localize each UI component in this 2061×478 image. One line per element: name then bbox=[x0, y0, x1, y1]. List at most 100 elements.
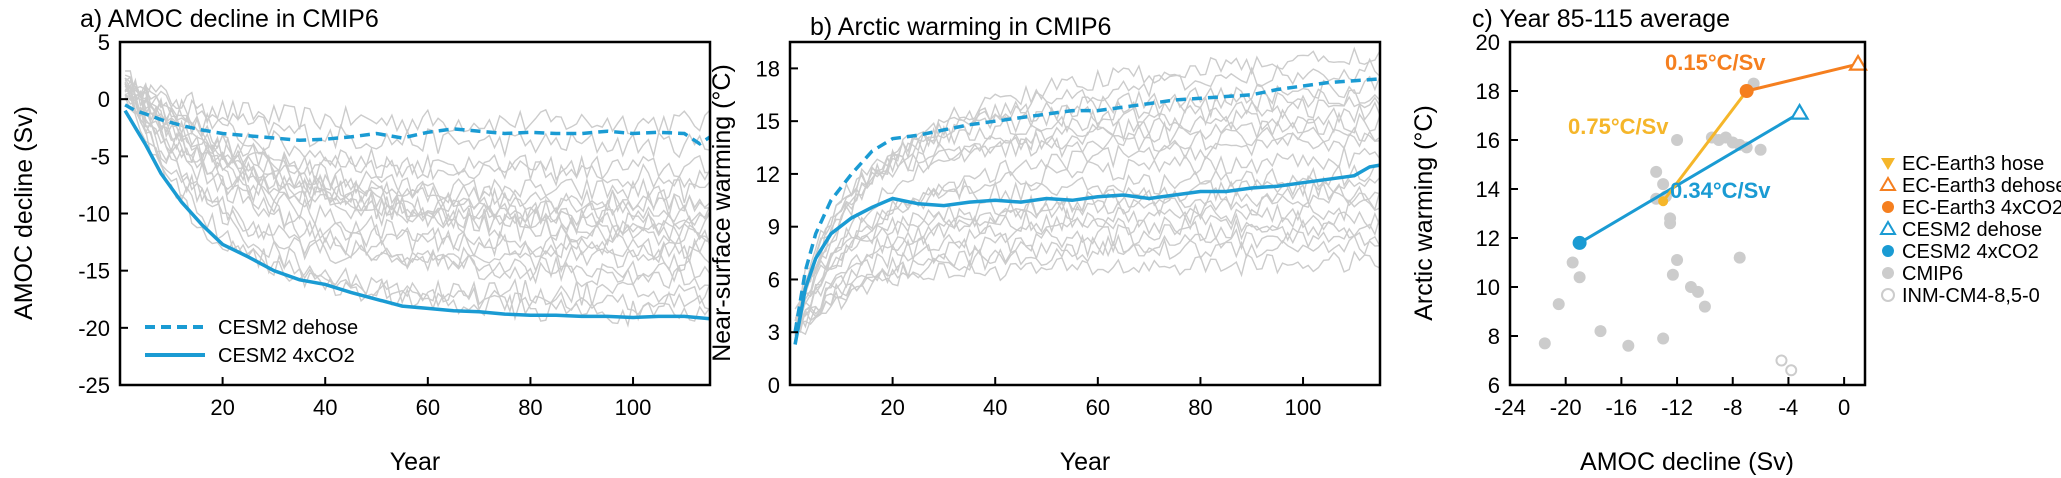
cmip6-point bbox=[1657, 332, 1670, 345]
cmip6-point bbox=[1538, 337, 1551, 350]
inm-cm4-point bbox=[1775, 354, 1788, 367]
y-tick-label: 12 bbox=[756, 162, 780, 187]
y-tick-label: -15 bbox=[78, 259, 110, 284]
x-tick-label: 80 bbox=[518, 395, 542, 420]
y-tick-label: 5 bbox=[98, 30, 110, 55]
series-cesm2-4xco2 bbox=[793, 163, 1381, 345]
cmip6-point bbox=[1650, 165, 1663, 178]
cmip6-model-line bbox=[794, 234, 1381, 341]
cmip6-model-line bbox=[794, 95, 1381, 321]
legend-cesm2-4xco2-marker bbox=[1882, 245, 1894, 257]
legend-cmip6-marker bbox=[1882, 267, 1894, 279]
cmip6-point bbox=[1733, 251, 1746, 264]
panel-a-ylabel: AMOC decline (Sv) bbox=[10, 106, 38, 320]
panel-a-xlabel: Year bbox=[390, 448, 441, 476]
legend-cesm2-dehose-label: CESM2 dehose bbox=[1902, 219, 2042, 241]
x-tick-label: -16 bbox=[1605, 395, 1637, 420]
panel-b-axes: 20 40 60 80 100 0 3 6 9 12 15 18 bbox=[756, 56, 1322, 420]
x-tick-label: -24 bbox=[1494, 395, 1526, 420]
legend-inm-cm4-8-5-0-label: INM-CM4-8,5-0 bbox=[1902, 285, 2040, 307]
y-tick-label: -20 bbox=[78, 316, 110, 341]
panel-c-xlabel: AMOC decline (Sv) bbox=[1580, 448, 1794, 476]
cmip6-model-line bbox=[124, 82, 711, 306]
annotation-ec-hose-slope: 0.75°C/Sv bbox=[1568, 114, 1669, 139]
x-tick-label: -20 bbox=[1550, 395, 1582, 420]
cmip6-point bbox=[1666, 268, 1679, 281]
panel-c-title: c) Year 85-115 average bbox=[1472, 5, 1730, 33]
cmip6-point bbox=[1622, 339, 1635, 352]
y-tick-label: 0 bbox=[98, 87, 110, 112]
cmip6-point bbox=[1573, 271, 1586, 284]
y-tick-label: 9 bbox=[768, 215, 780, 240]
legend-dehose-label: CESM2 dehose bbox=[218, 317, 358, 339]
cmip6-point bbox=[1664, 217, 1677, 230]
cmip6-point bbox=[1698, 300, 1711, 313]
panel-b-frame bbox=[788, 40, 1382, 387]
cmip6-model-line bbox=[125, 70, 711, 136]
ec-earth3-dehose-line bbox=[1746, 62, 1859, 93]
legend-inm-cm4-8-5-0-marker bbox=[1881, 288, 1895, 302]
cmip6-model-line bbox=[794, 216, 1381, 344]
annotation-ec-dehose-slope: 0.15°C/Sv bbox=[1665, 50, 1766, 75]
cmip6-point bbox=[1657, 178, 1670, 191]
cmip6-model-line bbox=[124, 91, 711, 291]
cmip6-model-line bbox=[794, 75, 1381, 319]
panel-a-axes: 20 40 60 80 100 5 0 -5 -10 -15 -20 -25 bbox=[78, 30, 651, 420]
legend-4xco2-label: CESM2 4xCO2 bbox=[218, 345, 355, 367]
panel-b-title: b) Arctic warming in CMIP6 bbox=[810, 13, 1111, 41]
inm-cm4-point bbox=[1785, 364, 1798, 377]
legend-ec-earth3-hose-label: EC-Earth3 hose bbox=[1902, 153, 2044, 175]
cmip6-model-line bbox=[794, 57, 1381, 328]
panel-c-axes: -24 -20 -16 -12 -8 -4 0 6 8 10 12 14 16 18 20 bbox=[1476, 30, 1851, 420]
y-tick-label: 18 bbox=[1476, 79, 1500, 104]
y-tick-label: 12 bbox=[1476, 226, 1500, 251]
cmip6-point bbox=[1671, 134, 1684, 146]
y-tick-label: 0 bbox=[768, 373, 780, 398]
panel-b-highlight-lines bbox=[793, 77, 1381, 345]
cmip6-model-line bbox=[124, 94, 711, 318]
cmip6-point bbox=[1594, 325, 1607, 338]
cmip6-model-line bbox=[124, 77, 711, 247]
y-tick-label: 10 bbox=[1476, 275, 1500, 300]
cmip6-model-line bbox=[124, 94, 711, 204]
cmip6-model-line bbox=[124, 83, 711, 247]
legend-ec-earth3-4xco2-label: EC-Earth3 4xCO2 bbox=[1902, 197, 2061, 219]
cmip6-point bbox=[1566, 256, 1579, 269]
y-tick-label: 15 bbox=[756, 109, 780, 134]
panel-c-ylabel: Arctic warming (°C) bbox=[1410, 105, 1438, 321]
x-tick-label: 20 bbox=[880, 395, 904, 420]
annotation-cesm-slope: 0.34°C/Sv bbox=[1670, 178, 1771, 203]
cmip6-model-line bbox=[794, 126, 1381, 310]
y-tick-label: 14 bbox=[1476, 177, 1500, 202]
cesm2-regression-line bbox=[1578, 111, 1801, 245]
cmip6-model-line bbox=[124, 79, 711, 265]
y-tick-label: 6 bbox=[768, 267, 780, 292]
cesm2-4xco2-point bbox=[1572, 235, 1587, 250]
y-tick-label: -5 bbox=[90, 144, 110, 169]
y-tick-label: -25 bbox=[78, 373, 110, 398]
x-tick-label: 100 bbox=[1285, 395, 1322, 420]
cmip6-point bbox=[1671, 254, 1684, 267]
series-cesm2-4xco2 bbox=[123, 109, 711, 321]
cmip6-model-line bbox=[794, 46, 1381, 334]
panel-c-plot bbox=[1538, 53, 1868, 377]
cmip6-model-line bbox=[794, 182, 1381, 337]
panel-a-cmip6-lines bbox=[124, 70, 711, 328]
x-tick-label: 60 bbox=[1086, 395, 1110, 420]
x-tick-label: -12 bbox=[1661, 395, 1693, 420]
cmip6-model-line bbox=[794, 227, 1381, 336]
cmip6-model-line bbox=[124, 83, 711, 328]
x-tick-label: 60 bbox=[416, 395, 440, 420]
y-tick-label: 20 bbox=[1476, 30, 1500, 55]
panel-a-title: a) AMOC decline in CMIP6 bbox=[80, 5, 379, 33]
cmip6-model-line bbox=[794, 198, 1381, 341]
legend-ec-earth3-dehose-label: EC-Earth3 dehose bbox=[1902, 175, 2061, 197]
cesm2-dehose-point bbox=[1789, 102, 1810, 120]
legend-ec-earth3-hose-marker bbox=[1881, 158, 1895, 170]
x-tick-label: -8 bbox=[1723, 395, 1743, 420]
x-tick-label: 0 bbox=[1838, 395, 1850, 420]
cmip6-model-line bbox=[794, 250, 1381, 335]
cmip6-model-line bbox=[124, 85, 711, 190]
